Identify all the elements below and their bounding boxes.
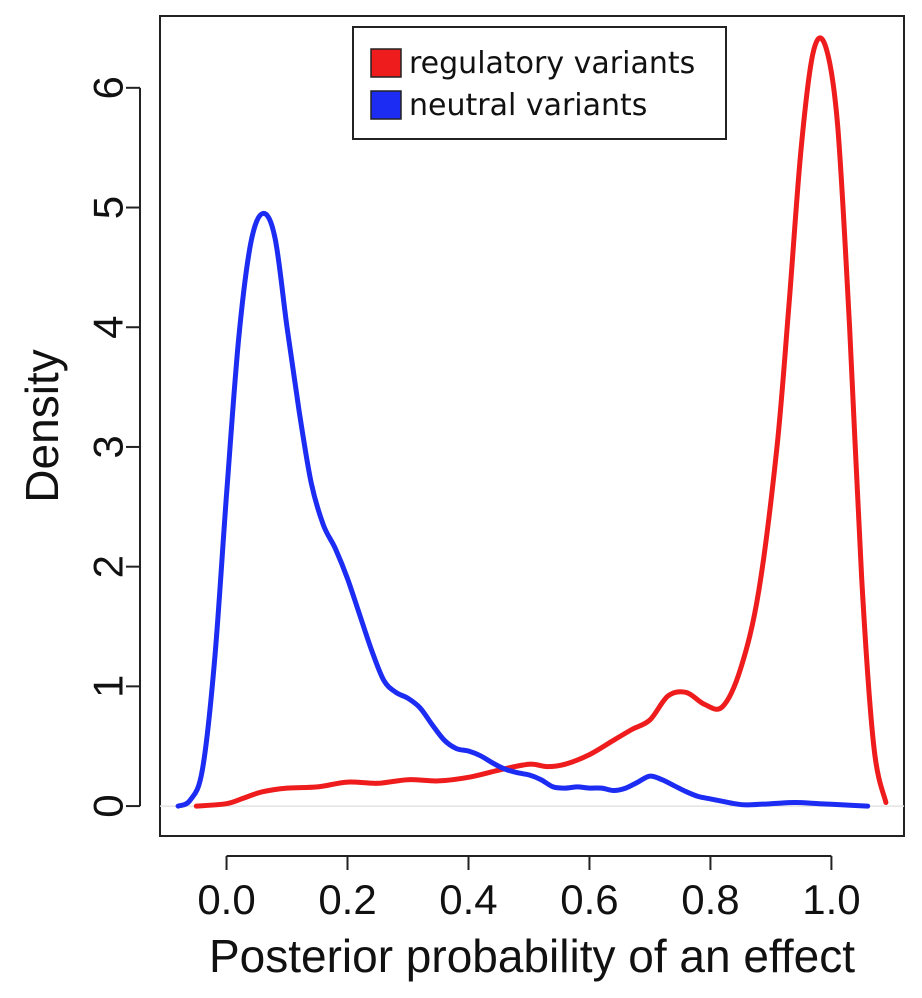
x-tick-label: 0.0: [197, 876, 255, 923]
y-tick-label: 3: [85, 435, 132, 458]
y-tick-label: 6: [85, 76, 132, 99]
y-tick-label: 5: [85, 196, 132, 219]
y-axis-title: Density: [16, 349, 68, 502]
y-axis: 0 1 2 3 4 5 6: [85, 76, 141, 818]
series-line-neutral: [175, 210, 871, 809]
x-tick-label: 0.8: [681, 876, 739, 923]
x-tick-label: 0.2: [318, 876, 376, 923]
plot-frame: [159, 15, 905, 837]
y-tick-label: 4: [85, 316, 132, 339]
x-axis: 0.0 0.2 0.4 0.6 0.8 1.0: [197, 855, 861, 923]
x-axis-title: Posterior probability of an effect: [209, 930, 855, 982]
series-lines: [175, 35, 889, 809]
legend-label-neutral: neutral variants: [409, 88, 647, 123]
legend-swatch-neutral: [370, 90, 402, 120]
y-tick-label: 0: [85, 794, 132, 817]
y-tick-label: 2: [85, 555, 132, 578]
legend-label-regulatory: regulatory variants: [409, 46, 695, 81]
legend-swatch-regulatory: [370, 48, 402, 78]
y-tick-label: 1: [85, 675, 132, 698]
legend-box: [352, 26, 727, 140]
x-tick-label: 0.4: [439, 876, 497, 923]
series-line-regulatory: [193, 35, 889, 809]
legend: regulatory variants neutral variants: [352, 26, 727, 140]
x-tick-label: 0.6: [560, 876, 618, 923]
x-tick-label: 1.0: [802, 876, 860, 923]
